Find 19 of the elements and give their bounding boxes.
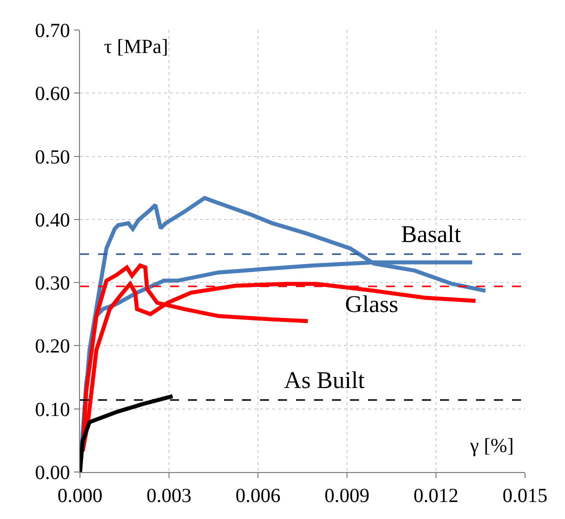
- x-tick-label: 0.009: [324, 485, 370, 507]
- y-tick-label: 0.40: [35, 209, 70, 232]
- y-tick-label: 0.30: [35, 272, 70, 295]
- y-tick-label: 0.70: [35, 20, 70, 42]
- ref-line-label: Basalt: [401, 222, 462, 248]
- x-axis-title: γ [%]: [469, 435, 514, 457]
- x-tick-label: 0.015: [502, 485, 548, 507]
- x-tick-label: 0.003: [146, 485, 192, 507]
- y-axis-title: τ [MPa]: [104, 36, 168, 58]
- y-tick-label: 0.50: [35, 146, 70, 168]
- y-tick-label: 0.20: [35, 336, 70, 358]
- x-tick-label: 0.012: [414, 485, 458, 507]
- y-tick-label: 0.00: [35, 462, 70, 484]
- x-tick-label: 0.000: [58, 485, 102, 507]
- x-tick-label: 0.006: [236, 485, 280, 507]
- ref-line-label: As Built: [284, 368, 366, 394]
- y-tick-label: 0.60: [35, 83, 70, 106]
- y-tick-label: 0.10: [35, 398, 70, 421]
- ref-line-label: Glass: [345, 292, 398, 318]
